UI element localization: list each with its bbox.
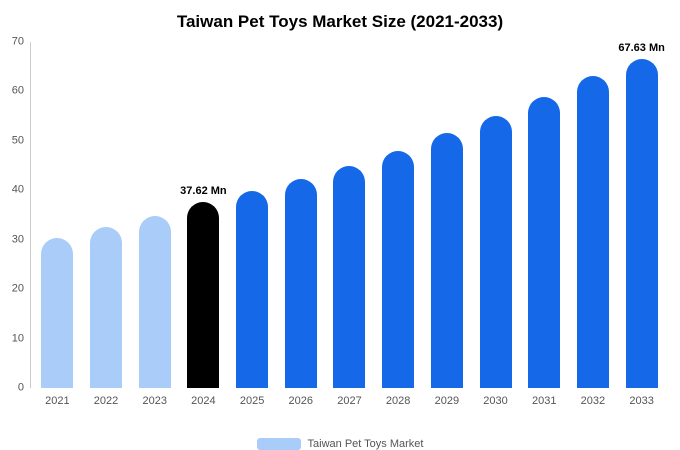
bar-2025[interactable] [236, 190, 269, 388]
x-tick-label: 2029 [434, 395, 460, 407]
legend-label: Taiwan Pet Toys Market [307, 438, 424, 450]
bar-2032[interactable] [576, 76, 609, 388]
bar-slot: 37.62 Mn 2024 [179, 42, 228, 407]
y-tick-label: 20 [11, 282, 24, 295]
bar-slot: 67.63 Mn 2033 [617, 42, 666, 407]
bar-slot: 2022 [82, 42, 131, 407]
x-tick-label: 2022 [93, 395, 119, 407]
x-tick-label: 2023 [142, 395, 167, 407]
x-tick-label: 2032 [580, 395, 606, 407]
bar-value-label: 67.63 Mn [618, 42, 665, 54]
legend[interactable]: Taiwan Pet Toys Market [0, 438, 680, 450]
chart-title: Taiwan Pet Toys Market Size (2021-2033) [176, 12, 504, 31]
bar-slot: 2031 [520, 42, 569, 407]
x-tick-label: 2021 [45, 395, 70, 407]
bar-2022[interactable] [90, 226, 123, 388]
x-tick-label: 2025 [239, 395, 265, 407]
y-tick-label: 40 [11, 183, 24, 196]
y-tick-label: 10 [11, 332, 24, 345]
bar-value-label: 37.62 Mn [180, 185, 227, 198]
y-tick-label: 70 [11, 35, 24, 48]
bar-2033[interactable] [625, 59, 658, 388]
x-tick-label: 2030 [483, 395, 508, 407]
bar-slot: 2021 [33, 42, 82, 407]
x-tick-label: 2026 [288, 395, 314, 407]
bar-2027[interactable] [333, 165, 366, 388]
bars: 2021 2022 2023 37.62 Mn 2024 2025 2026 2027 2028… [31, 42, 668, 407]
bar-2024[interactable] [187, 202, 220, 388]
bar-slot: 2030 [471, 42, 520, 407]
bar-2026[interactable] [284, 178, 317, 388]
x-tick-label: 2024 [191, 395, 216, 407]
bar-chart: 0 10 20 30 40 50 60 70 2021 2022 2023 37.62 Mn 2024… [10, 36, 672, 407]
y-tick-label: 0 [17, 381, 24, 394]
bar-slot: 2032 [569, 42, 618, 407]
chart-card: Taiwan Pet Toys Market Size (2021-2033) … [0, 12, 680, 450]
x-tick-label: 2033 [629, 395, 654, 407]
y-tick-label: 50 [11, 134, 24, 147]
x-tick-label: 2028 [385, 395, 411, 407]
bar-slot: 2023 [130, 42, 179, 407]
y-axis: 0 10 20 30 40 50 60 70 [10, 36, 26, 393]
bar-slot: 2026 [276, 42, 325, 407]
bar-2021[interactable] [41, 238, 74, 388]
y-tick-label: 60 [11, 84, 24, 97]
legend-swatch [256, 438, 301, 450]
bar-slot: 2027 [325, 42, 374, 407]
bar-2028[interactable] [382, 150, 415, 388]
bar-2023[interactable] [138, 215, 171, 388]
bar-slot: 2029 [423, 42, 472, 407]
plot-area: 2021 2022 2023 37.62 Mn 2024 2025 2026 2027 2028… [30, 42, 668, 407]
bar-slot: 2028 [374, 42, 423, 407]
bar-2029[interactable] [430, 132, 463, 388]
y-tick-label: 30 [11, 233, 24, 246]
x-tick-label: 2027 [337, 395, 362, 407]
bar-2030[interactable] [479, 116, 512, 388]
bar-2031[interactable] [528, 96, 561, 388]
x-tick-label: 2031 [531, 395, 557, 407]
bar-slot: 2025 [228, 42, 277, 407]
